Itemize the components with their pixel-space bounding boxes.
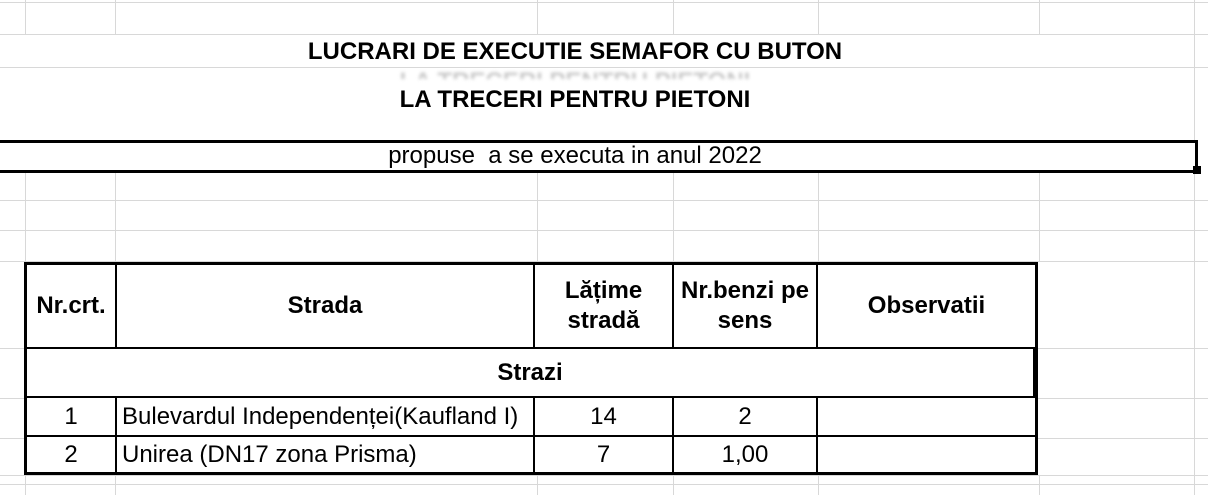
header-cell-observatii[interactable]: Observatii — [818, 265, 1035, 349]
gridline-v — [818, 476, 819, 495]
row1-strada-cell[interactable]: Bulevardul Independenței(Kaufland I) — [117, 398, 535, 437]
works-table: Nr.crt. Strada Lățime stradă Nr.benzi pe… — [24, 262, 1038, 475]
gridline-v — [25, 173, 26, 261]
header-cell-nr-benzi[interactable]: Nr.benzi pe sens — [674, 265, 818, 349]
gridline-v — [673, 173, 674, 261]
gridline-v — [1039, 173, 1040, 261]
gridline-v — [115, 0, 116, 34]
gridline-v — [115, 476, 116, 495]
selected-cell-border[interactable] — [0, 140, 1198, 173]
row1-latime-cell[interactable]: 14 — [535, 398, 674, 437]
proposal-cell-text[interactable]: propuse a se executa in anul 2022 — [388, 142, 762, 169]
row2-nr-cell[interactable]: 2 — [27, 437, 117, 472]
ghost-text-artifact: LA TRECERI PENTRU PIETONI — [0, 66, 1150, 79]
row1-nr-cell[interactable]: 1 — [27, 398, 117, 437]
row1-observatii-cell[interactable] — [818, 398, 1035, 437]
fill-handle[interactable] — [1193, 166, 1201, 174]
section-row-strazi[interactable]: Strazi — [27, 349, 1035, 398]
row2-latime-cell[interactable]: 7 — [535, 437, 674, 472]
row2-observatii-cell[interactable] — [818, 437, 1035, 472]
gridline-v — [537, 173, 538, 261]
gridline-v — [25, 476, 26, 495]
gridline-v — [537, 476, 538, 495]
row2-benzi-cell[interactable]: 1,00 — [674, 437, 818, 472]
gridline-h — [0, 230, 1208, 231]
gridline-v — [1039, 0, 1040, 34]
header-cell-latime-strada[interactable]: Lățime stradă — [535, 265, 674, 349]
gridline-v — [673, 0, 674, 34]
gridline-h — [0, 261, 1208, 262]
gridline-h — [0, 2, 1208, 3]
gridline-v — [1194, 173, 1195, 495]
document-title-line2[interactable]: LA TRECERI PENTRU PIETONI — [399, 86, 751, 113]
document-title-line1[interactable]: LUCRARI DE EXECUTIE SEMAFOR CU BUTON — [307, 38, 843, 65]
gridline-h — [0, 475, 1208, 476]
gridline-v — [1194, 0, 1195, 140]
gridline-v — [115, 173, 116, 261]
gridline-h — [0, 200, 1208, 201]
gridline-v — [673, 476, 674, 495]
gridline-h — [0, 67, 1208, 68]
gridline-h — [0, 34, 1208, 35]
header-cell-nr-crt[interactable]: Nr.crt. — [27, 265, 117, 349]
gridline-v — [537, 0, 538, 34]
row2-strada-cell[interactable]: Unirea (DN17 zona Prisma) — [117, 437, 535, 472]
gridline-v — [818, 0, 819, 34]
gridline-v — [25, 0, 26, 34]
row1-benzi-cell[interactable]: 2 — [674, 398, 818, 437]
gridline-v — [818, 173, 819, 261]
gridline-h — [0, 484, 1208, 485]
header-cell-strada[interactable]: Strada — [117, 265, 535, 349]
gridline-v — [1039, 476, 1040, 495]
